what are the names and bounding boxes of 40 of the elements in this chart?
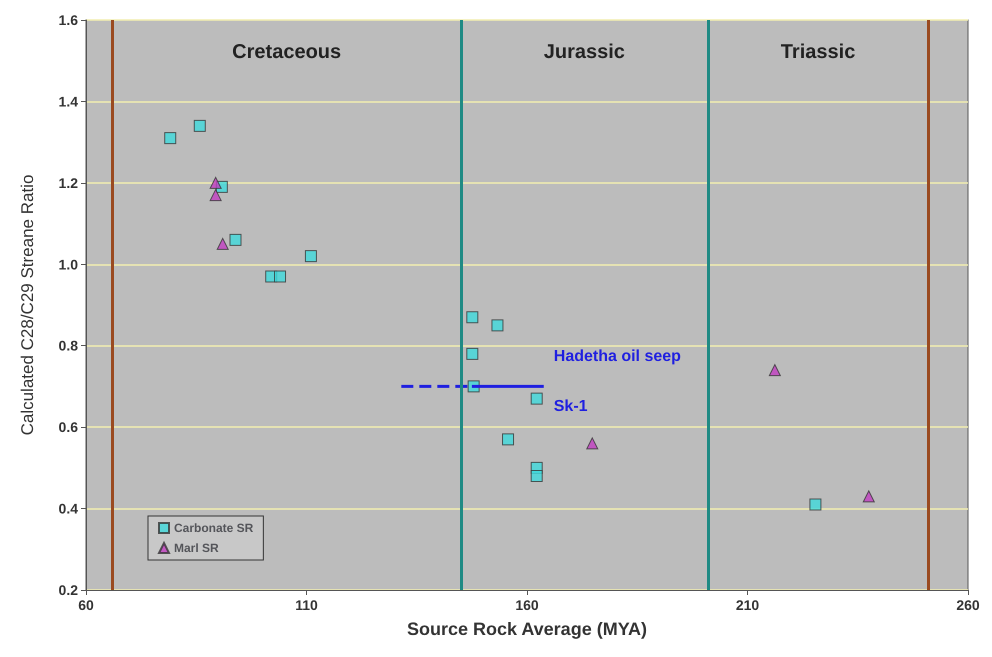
y-tick-label: 1.0: [58, 256, 78, 272]
point: [164, 132, 176, 144]
point: [862, 490, 875, 502]
point: [216, 238, 229, 250]
point: [466, 348, 478, 360]
y-tick-label: 1.6: [58, 12, 78, 28]
annotation: Sk-1: [554, 398, 588, 415]
y-tick-label: 0.4: [58, 500, 78, 517]
legend-label: Carbonate SR: [174, 521, 254, 535]
y-tick-label: 0.8: [58, 338, 78, 354]
annotation: Jurassic: [544, 41, 625, 63]
point: [194, 120, 206, 132]
y-axis-title: Calculated C28/C29 Streane Ratio: [18, 174, 37, 436]
x-axis-title: Source Rock Average (MYA): [406, 619, 648, 639]
point: [502, 433, 514, 446]
x-tick-label: 60: [78, 597, 94, 613]
point: [768, 364, 781, 376]
annotation: Cretaceous: [232, 41, 342, 63]
x-tick-label: 110: [295, 597, 318, 613]
point: [466, 311, 478, 324]
y-tick-label: 0.2: [58, 582, 78, 598]
point: [809, 498, 822, 510]
legend-label: Marl SR: [174, 541, 220, 555]
x-tick-label: 160: [515, 597, 539, 613]
annotation: Triassic: [780, 41, 856, 63]
point: [210, 176, 222, 189]
x-tick-label: 210: [736, 597, 760, 613]
x-tick-label: 260: [956, 597, 980, 613]
point: [530, 392, 543, 405]
y-tick-label: 0.6: [58, 419, 78, 436]
y-tick-label: 1.2: [58, 174, 78, 191]
annotation: Hadetha oil seep: [554, 348, 682, 365]
point: [230, 234, 242, 246]
point: [586, 437, 598, 450]
point: [274, 270, 286, 282]
point: [304, 250, 317, 262]
y-tick-label: 1.4: [58, 93, 78, 110]
point: [491, 319, 504, 332]
point: [210, 189, 222, 202]
point: [530, 470, 543, 482]
